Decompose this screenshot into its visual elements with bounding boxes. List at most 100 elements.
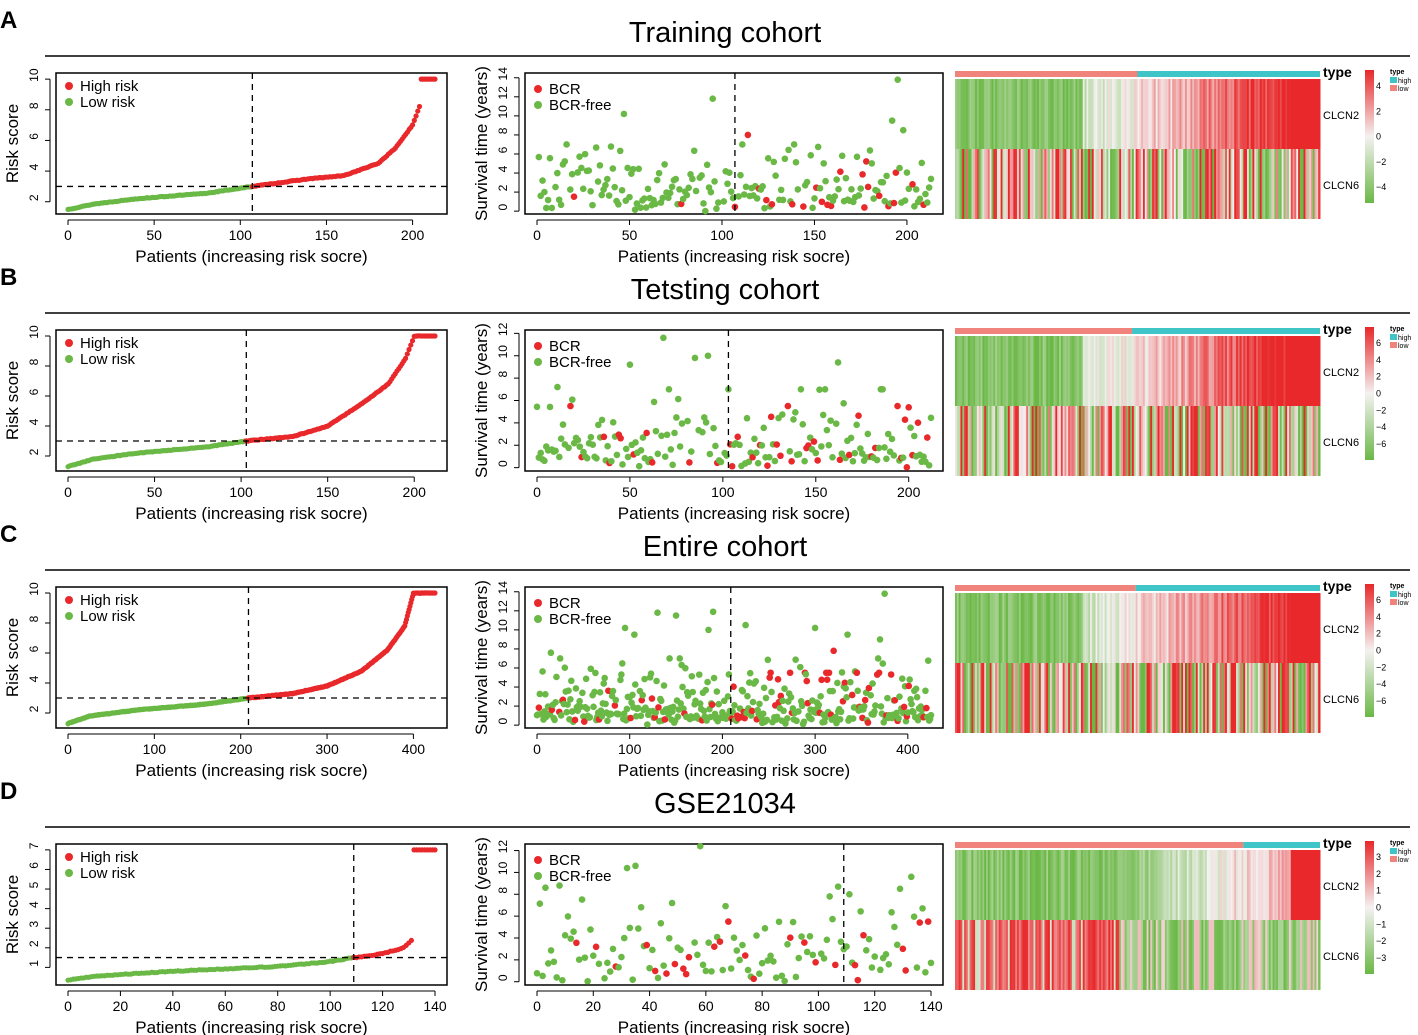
- bcr-free-point: [733, 947, 741, 954]
- heatmap-cell-CLCN2: [1006, 79, 1009, 149]
- heatmap-cell-CLCN6: [1053, 406, 1056, 476]
- risk-legend-label: Low risk: [80, 94, 136, 111]
- heatmap-cell-CLCN2: [1226, 79, 1230, 149]
- heatmap-cell-CLCN6: [1250, 406, 1253, 476]
- bcr-free-point: [860, 703, 868, 710]
- bcr-free-point: [604, 717, 611, 725]
- heatmap-cell-CLCN2: [1006, 336, 1009, 406]
- risk_plot-y-label: Risk score: [3, 104, 22, 183]
- heatmap-cell-CLCN2: [1082, 336, 1086, 406]
- bcr-point: [741, 714, 748, 722]
- bcr-free-point: [771, 457, 779, 465]
- bcr-free-point: [905, 185, 913, 193]
- heatmap-cell-CLCN2: [1006, 850, 1009, 920]
- heatmap-cell-CLCN2: [1142, 850, 1146, 920]
- survival-legend-label: BCR-free: [549, 868, 612, 885]
- heatmap-cell-CLCN6: [980, 920, 983, 990]
- heatmap-cell-CLCN6: [1217, 920, 1221, 990]
- heatmap-cell-CLCN2: [998, 79, 1002, 149]
- bcr-free-point: [620, 110, 628, 118]
- bcr-free-point: [761, 204, 768, 212]
- heatmap-cell-CLCN6: [1254, 149, 1257, 219]
- heatmap-cell-CLCN2: [1215, 593, 1219, 663]
- heatmap-cell-CLCN6: [1126, 406, 1129, 476]
- heatmap-cell-CLCN6: [998, 663, 1002, 733]
- heatmap-cell-CLCN2: [980, 336, 983, 406]
- heatmap-cell-CLCN2: [973, 593, 976, 663]
- heatmap-cell-CLCN6: [1117, 149, 1120, 219]
- heatmap-cell-CLCN2: [1287, 79, 1290, 149]
- heatmap-cell-CLCN2: [1084, 850, 1087, 920]
- heatmap-cell-CLCN2: [1077, 593, 1080, 663]
- bcr-free-point: [591, 688, 598, 696]
- bcr-free-point: [714, 199, 722, 206]
- heatmap-cell-CLCN2: [1106, 79, 1109, 149]
- bcr-free-point: [798, 933, 805, 940]
- heatmap-cell-CLCN6: [1301, 406, 1305, 476]
- heatmap-cell-CLCN2: [1062, 79, 1065, 149]
- heatmap-cell-CLCN6: [1086, 406, 1089, 476]
- heatmap-cell-CLCN2: [1044, 336, 1047, 406]
- heatmap-cell-CLCN6: [1268, 920, 1272, 990]
- bcr-point: [924, 918, 932, 925]
- heatmap-cell-CLCN2: [1309, 593, 1312, 663]
- bcr-free-point: [821, 386, 829, 393]
- heatmap-cell-CLCN6: [1192, 149, 1195, 219]
- heatmap-cell-CLCN2: [1172, 593, 1175, 663]
- heatmap-cell-CLCN6: [958, 663, 961, 733]
- heatmap-cell-CLCN2: [1159, 79, 1162, 149]
- heatmap-cell-CLCN2: [1053, 593, 1056, 663]
- heatmap-cell-CLCN6: [1060, 406, 1064, 476]
- heatmap-cell-CLCN2: [984, 593, 987, 663]
- heatmap-cell-CLCN2: [1000, 593, 1003, 663]
- bcr-free-point: [695, 671, 703, 678]
- bcr-free-point: [717, 458, 725, 466]
- color-scale-label: −2: [1376, 157, 1386, 167]
- heatmap-cell-CLCN2: [1018, 850, 1022, 920]
- heatmap-cell-CLCN6: [1082, 406, 1086, 476]
- bcr-point: [875, 669, 883, 677]
- heatmap-cell-CLCN6: [1006, 406, 1009, 476]
- type-legend-low: low: [1398, 857, 1409, 864]
- risk_plot-y-tick-label: 4: [27, 675, 41, 682]
- heatmap-cell-CLCN2: [1093, 336, 1097, 406]
- heatmap-cell-CLCN2: [1007, 336, 1011, 406]
- heatmap-cell-CLCN6: [1090, 149, 1093, 219]
- heatmap-cell-CLCN2: [1137, 79, 1140, 149]
- bcr-free-point: [739, 141, 746, 148]
- heatmap-cell-CLCN2: [1248, 79, 1252, 149]
- heatmap-cell-CLCN2: [976, 79, 980, 149]
- heatmap-cell-CLCN6: [1111, 406, 1115, 476]
- risk-point-high: [432, 590, 438, 596]
- heatmap-cell-CLCN6: [1075, 149, 1078, 219]
- bcr-point: [848, 691, 856, 699]
- risk_plot-x-tick-label: 200: [403, 484, 427, 500]
- heatmap-cell-CLCN2: [1084, 336, 1087, 406]
- heatmap-cell-CLCN2: [1294, 336, 1297, 406]
- bcr-free-point: [815, 701, 823, 709]
- heatmap-cell-CLCN2: [1314, 850, 1317, 920]
- heatmap-cell-CLCN6: [1029, 149, 1033, 219]
- heatmap-cell-CLCN6: [1232, 406, 1235, 476]
- color-scale-label: 4: [1376, 81, 1381, 91]
- bcr-free-point: [618, 186, 626, 194]
- heatmap-cell-CLCN2: [1186, 79, 1190, 149]
- heatmap-cell-CLCN2: [1195, 336, 1199, 406]
- heatmap-cell-CLCN6: [1276, 920, 1279, 990]
- heatmap-cell-CLCN2: [1011, 79, 1014, 149]
- heatmap-cell-CLCN6: [1278, 920, 1281, 990]
- heatmap-cell-CLCN6: [1080, 663, 1084, 733]
- bcr-free-point: [753, 449, 760, 457]
- heatmap-cell-CLCN2: [1301, 336, 1305, 406]
- heatmap-cell-CLCN2: [1033, 336, 1036, 406]
- heatmap-cell-CLCN2: [978, 850, 982, 920]
- heatmap-cell-CLCN6: [1146, 406, 1149, 476]
- heatmap-cell-CLCN6: [984, 406, 987, 476]
- heatmap-cell-CLCN2: [1130, 850, 1133, 920]
- heatmap-cell-CLCN2: [1026, 850, 1029, 920]
- bcr-free-point: [568, 170, 576, 178]
- heatmap-cell-CLCN6: [1252, 920, 1255, 990]
- heatmap-cell-CLCN6: [969, 920, 972, 990]
- heatmap-cell-CLCN2: [1022, 593, 1025, 663]
- heatmap-cell-CLCN2: [1257, 850, 1261, 920]
